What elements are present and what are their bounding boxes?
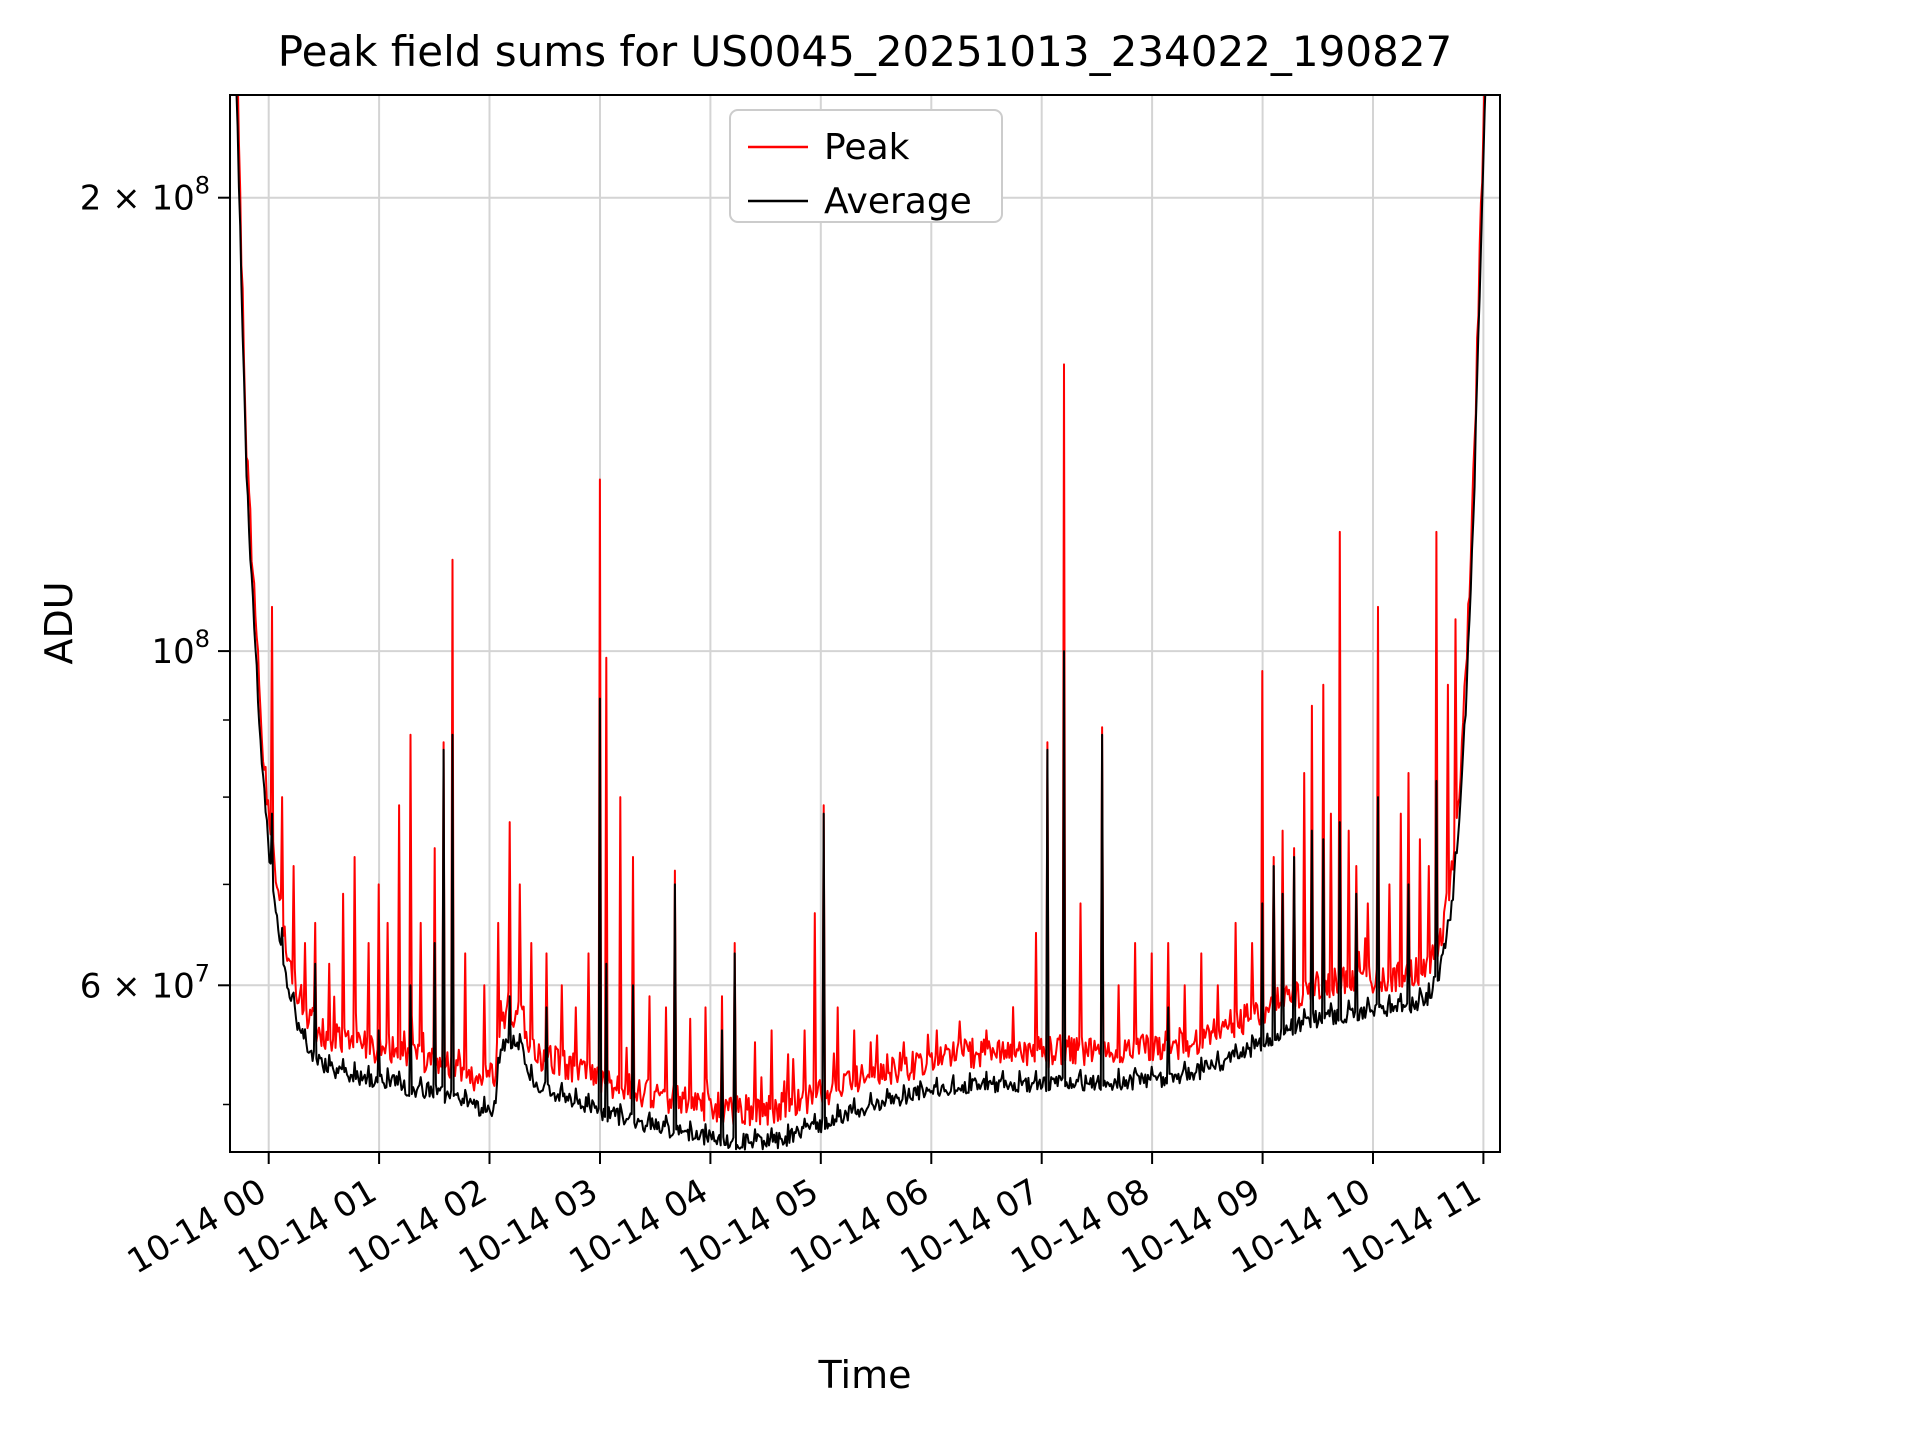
y-tick-label: 6 × 107 bbox=[80, 959, 210, 1006]
y-tick-label: 108 bbox=[151, 625, 210, 672]
legend-box bbox=[729, 109, 1003, 223]
plot-border bbox=[229, 94, 1501, 1153]
y-axis-label: ADU bbox=[37, 581, 81, 664]
average-series-line bbox=[235, 95, 1487, 1151]
legend-label-peak: Peak bbox=[824, 127, 910, 168]
y-tick-label: 2 × 108 bbox=[80, 172, 210, 219]
legend: Peak Average bbox=[729, 109, 1003, 223]
x-axis-label: Time bbox=[818, 1353, 912, 1397]
chart-title: Peak field sums for US0045_20251013_2340… bbox=[278, 27, 1453, 76]
legend-label-average: Average bbox=[824, 181, 972, 222]
series bbox=[235, 95, 1487, 1151]
y-axis-ticks: 2 × 108 108 6 × 107 bbox=[80, 172, 230, 1106]
